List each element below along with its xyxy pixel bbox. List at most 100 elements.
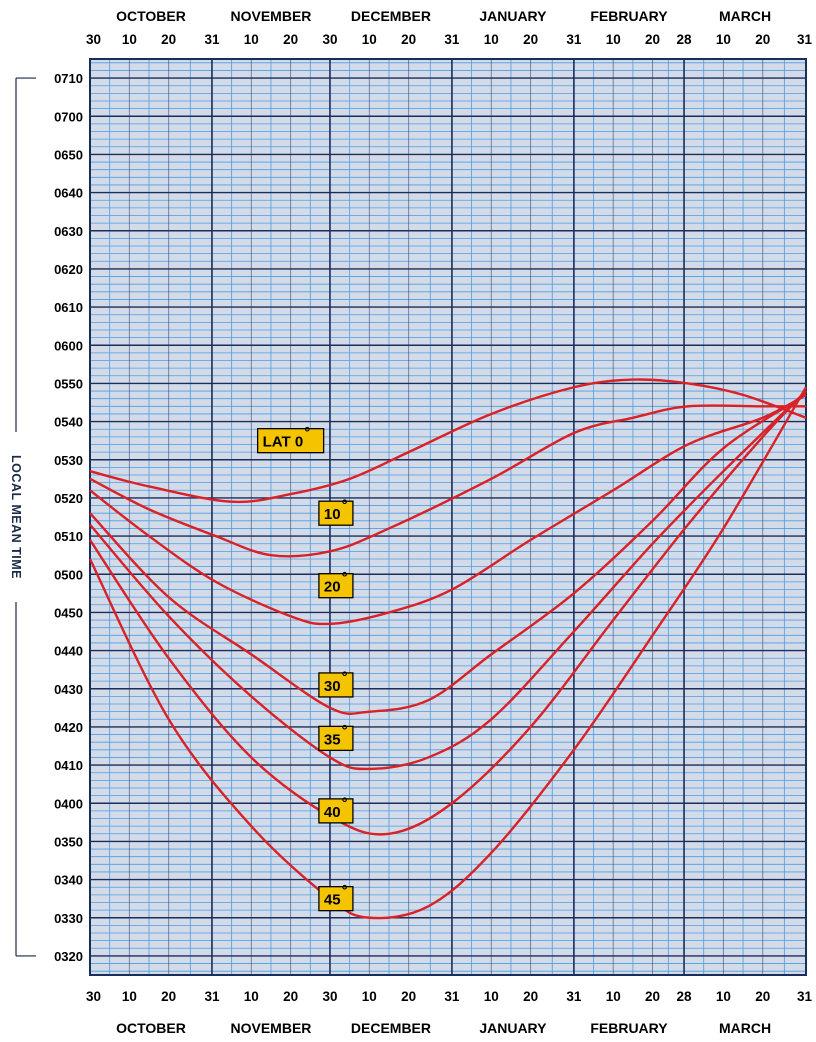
latitude-label: 30° <box>318 669 354 698</box>
x-tick-label-bottom: 20 <box>401 989 416 1004</box>
y-axis-title-mask <box>9 432 23 602</box>
latitude-label: 40° <box>318 795 354 824</box>
curve-lat-1 <box>89 404 806 558</box>
x-tick-label-bottom: 20 <box>755 989 770 1004</box>
month-label-top: DECEMBER <box>351 8 431 24</box>
x-tick-label-top: 10 <box>362 32 377 47</box>
y-tick-label: 0420 <box>54 720 83 735</box>
x-tick-label-top: 20 <box>283 32 298 47</box>
x-tick-label-bottom: 20 <box>523 989 538 1004</box>
x-tick-label-bottom: 30 <box>86 989 101 1004</box>
month-label-bottom: FEBRUARY <box>590 1020 668 1036</box>
curve-lat-2 <box>89 393 807 626</box>
x-tick-label-top: 10 <box>484 32 499 47</box>
latitude-label-degree: ° <box>342 497 348 514</box>
month-label-bottom: MARCH <box>719 1020 771 1036</box>
latitude-label-degree: ° <box>342 722 348 739</box>
y-tick-label: 0700 <box>54 109 83 124</box>
latitude-label: 20° <box>318 570 354 599</box>
latitude-label-text: 45 <box>324 892 341 909</box>
x-tick-label-bottom: 10 <box>716 989 731 1004</box>
latitude-label-text: 35 <box>324 731 341 748</box>
y-tick-label: 0620 <box>54 262 83 277</box>
x-tick-label-top: 31 <box>797 32 813 47</box>
x-tick-label-top: 31 <box>566 32 582 47</box>
x-tick-label-top: 30 <box>322 32 337 47</box>
x-tick-label-bottom: 20 <box>161 989 176 1004</box>
y-tick-label: 0320 <box>54 949 83 964</box>
latitude-label-box <box>318 798 354 824</box>
y-tick-label: 0510 <box>54 529 83 544</box>
x-tick-label-bottom: 31 <box>797 989 813 1004</box>
latitude-label-degree: ° <box>304 425 310 442</box>
latitude-label-text: 30 <box>324 678 341 695</box>
x-tick-label-bottom: 30 <box>322 989 337 1004</box>
curve-lat-6 <box>88 386 808 920</box>
x-tick-label-bottom: 31 <box>566 989 582 1004</box>
y-tick-label: 0440 <box>54 644 83 659</box>
month-label-bottom: JANUARY <box>479 1020 547 1036</box>
month-label-top: FEBRUARY <box>590 8 668 24</box>
y-axis-title: LOCAL MEAN TIME <box>9 455 23 579</box>
x-tick-label-top: 20 <box>161 32 176 47</box>
latitude-label: 35° <box>318 722 354 752</box>
chart-curves <box>88 378 808 920</box>
x-tick-label-top: 10 <box>716 32 731 47</box>
curve-lat-3 <box>89 393 807 715</box>
x-tick-label-top: 20 <box>523 32 538 47</box>
y-tick-label: 0500 <box>54 567 83 582</box>
latitude-label-text: 40 <box>324 804 341 821</box>
x-tick-label-top: 20 <box>401 32 416 47</box>
latitude-label-text: LAT 0 <box>263 434 304 451</box>
latitude-label: 10° <box>318 497 354 526</box>
plot-background <box>90 59 806 975</box>
latitude-label-text: 10 <box>324 506 341 523</box>
y-tick-label: 0430 <box>54 682 83 697</box>
curve-lat-5 <box>89 390 807 836</box>
x-tick-label-bottom: 10 <box>484 989 499 1004</box>
y-tick-label: 0410 <box>54 758 83 773</box>
latitude-label-box <box>318 500 354 526</box>
y-tick-label: 0520 <box>54 491 83 506</box>
x-tick-label-bottom: 28 <box>677 989 693 1004</box>
x-tick-label-bottom: 10 <box>606 989 621 1004</box>
x-tick-label-bottom: 20 <box>645 989 660 1004</box>
x-tick-label-top: 10 <box>122 32 137 47</box>
latitude-label-text: 20 <box>324 579 341 596</box>
x-tick-label-top: 28 <box>677 32 693 47</box>
y-tick-label: 0540 <box>54 415 83 430</box>
latitude-label-degree: ° <box>342 795 348 812</box>
y-tick-label: 0450 <box>54 605 83 620</box>
x-tick-label-bottom: 10 <box>362 989 377 1004</box>
y-tick-label: 0650 <box>54 147 83 162</box>
curve-lat-4 <box>89 390 807 771</box>
latitude-label-degree: ° <box>342 883 348 900</box>
plot-border <box>89 58 807 976</box>
x-tick-label-bottom: 20 <box>283 989 298 1004</box>
chart-grid <box>89 58 807 976</box>
y-tick-label: 0330 <box>54 911 83 926</box>
month-label-top: JANUARY <box>479 8 547 24</box>
x-tick-label-top: 10 <box>244 32 259 47</box>
x-tick-label-top: 31 <box>204 32 220 47</box>
x-tick-label-top: 10 <box>606 32 621 47</box>
x-tick-label-bottom: 10 <box>244 989 259 1004</box>
month-label-bottom: DECEMBER <box>351 1020 431 1036</box>
x-tick-label-top: 31 <box>444 32 460 47</box>
y-tick-label: 0340 <box>54 873 83 888</box>
x-tick-label-top: 20 <box>645 32 660 47</box>
latitude-label-degree: ° <box>342 669 348 686</box>
chart-axes: OCTOBER OCTOBER NOVEMBER NOVEMBER DECEMBER DE… <box>9 8 812 1036</box>
x-tick-label-top: 20 <box>755 32 770 47</box>
curve-lat-0 <box>89 378 807 504</box>
y-tick-label: 0600 <box>54 338 83 353</box>
y-tick-label: 0610 <box>54 300 83 315</box>
month-label-top: OCTOBER <box>116 8 186 24</box>
month-label-bottom: NOVEMBER <box>231 1020 312 1036</box>
y-tick-label: 0630 <box>54 224 83 239</box>
x-tick-label-top: 30 <box>86 32 101 47</box>
chart-labels: LAT 0°10°20°30°35°40°45° <box>256 425 354 912</box>
y-tick-label: 0640 <box>54 186 83 201</box>
month-label-bottom: OCTOBER <box>116 1020 186 1036</box>
latitude-label: 45° <box>318 883 354 912</box>
